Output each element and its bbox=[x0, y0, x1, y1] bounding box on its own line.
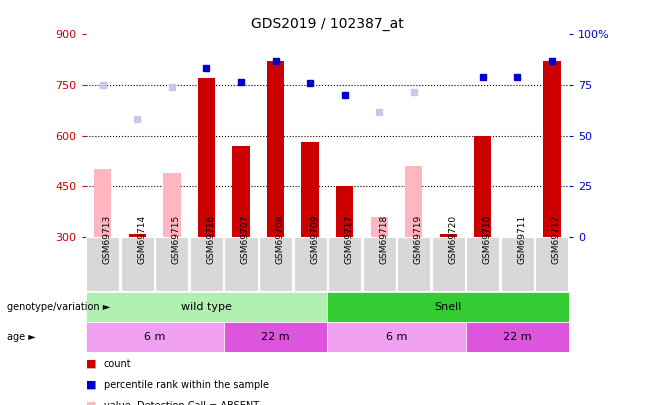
FancyBboxPatch shape bbox=[327, 292, 569, 322]
Bar bbox=[405, 166, 422, 237]
Text: GSM69712: GSM69712 bbox=[552, 215, 561, 264]
Text: percentile rank within the sample: percentile rank within the sample bbox=[104, 380, 269, 390]
Bar bbox=[474, 136, 492, 237]
Text: GSM69707: GSM69707 bbox=[241, 215, 250, 264]
FancyBboxPatch shape bbox=[397, 237, 430, 291]
FancyBboxPatch shape bbox=[432, 237, 465, 291]
FancyBboxPatch shape bbox=[86, 292, 327, 322]
Text: ■: ■ bbox=[86, 380, 96, 390]
Bar bbox=[336, 186, 353, 237]
Text: GSM69710: GSM69710 bbox=[483, 215, 492, 264]
Bar bbox=[301, 143, 318, 237]
FancyBboxPatch shape bbox=[327, 322, 465, 352]
Bar bbox=[440, 234, 457, 237]
Text: 6 m: 6 m bbox=[144, 332, 165, 342]
Bar bbox=[163, 173, 180, 237]
FancyBboxPatch shape bbox=[86, 322, 224, 352]
Text: GSM69708: GSM69708 bbox=[276, 215, 284, 264]
Text: value, Detection Call = ABSENT: value, Detection Call = ABSENT bbox=[104, 401, 259, 405]
Text: GSM69718: GSM69718 bbox=[379, 215, 388, 264]
Text: GSM69714: GSM69714 bbox=[138, 215, 146, 264]
Text: GSM69720: GSM69720 bbox=[448, 215, 457, 264]
Text: GSM69717: GSM69717 bbox=[345, 215, 353, 264]
Text: GSM69716: GSM69716 bbox=[207, 215, 215, 264]
Text: 6 m: 6 m bbox=[386, 332, 407, 342]
Bar bbox=[198, 78, 215, 237]
FancyBboxPatch shape bbox=[467, 237, 499, 291]
FancyBboxPatch shape bbox=[328, 237, 361, 291]
Text: GSM69713: GSM69713 bbox=[103, 215, 112, 264]
FancyBboxPatch shape bbox=[259, 237, 292, 291]
Title: GDS2019 / 102387_at: GDS2019 / 102387_at bbox=[251, 17, 404, 31]
FancyBboxPatch shape bbox=[536, 237, 569, 291]
Text: 22 m: 22 m bbox=[261, 332, 290, 342]
FancyBboxPatch shape bbox=[121, 237, 154, 291]
FancyBboxPatch shape bbox=[293, 237, 326, 291]
FancyBboxPatch shape bbox=[155, 237, 188, 291]
Text: ■: ■ bbox=[86, 359, 96, 369]
Bar bbox=[232, 146, 249, 237]
Text: GSM69709: GSM69709 bbox=[310, 215, 319, 264]
Bar bbox=[544, 62, 561, 237]
Text: wild type: wild type bbox=[181, 302, 232, 312]
Text: GSM69719: GSM69719 bbox=[414, 215, 422, 264]
Text: count: count bbox=[104, 359, 132, 369]
Text: age ►: age ► bbox=[7, 332, 36, 342]
FancyBboxPatch shape bbox=[86, 237, 119, 291]
Text: Snell: Snell bbox=[434, 302, 462, 312]
Text: GSM69711: GSM69711 bbox=[517, 215, 526, 264]
Bar bbox=[129, 234, 146, 237]
Bar bbox=[370, 217, 388, 237]
Bar bbox=[94, 169, 111, 237]
FancyBboxPatch shape bbox=[501, 237, 534, 291]
FancyBboxPatch shape bbox=[363, 237, 395, 291]
FancyBboxPatch shape bbox=[190, 237, 223, 291]
Text: ■: ■ bbox=[86, 401, 96, 405]
FancyBboxPatch shape bbox=[465, 322, 569, 352]
Bar bbox=[267, 62, 284, 237]
FancyBboxPatch shape bbox=[224, 322, 327, 352]
Text: genotype/variation ►: genotype/variation ► bbox=[7, 303, 110, 312]
Text: GSM69715: GSM69715 bbox=[172, 215, 181, 264]
Text: 22 m: 22 m bbox=[503, 332, 532, 342]
FancyBboxPatch shape bbox=[224, 237, 257, 291]
